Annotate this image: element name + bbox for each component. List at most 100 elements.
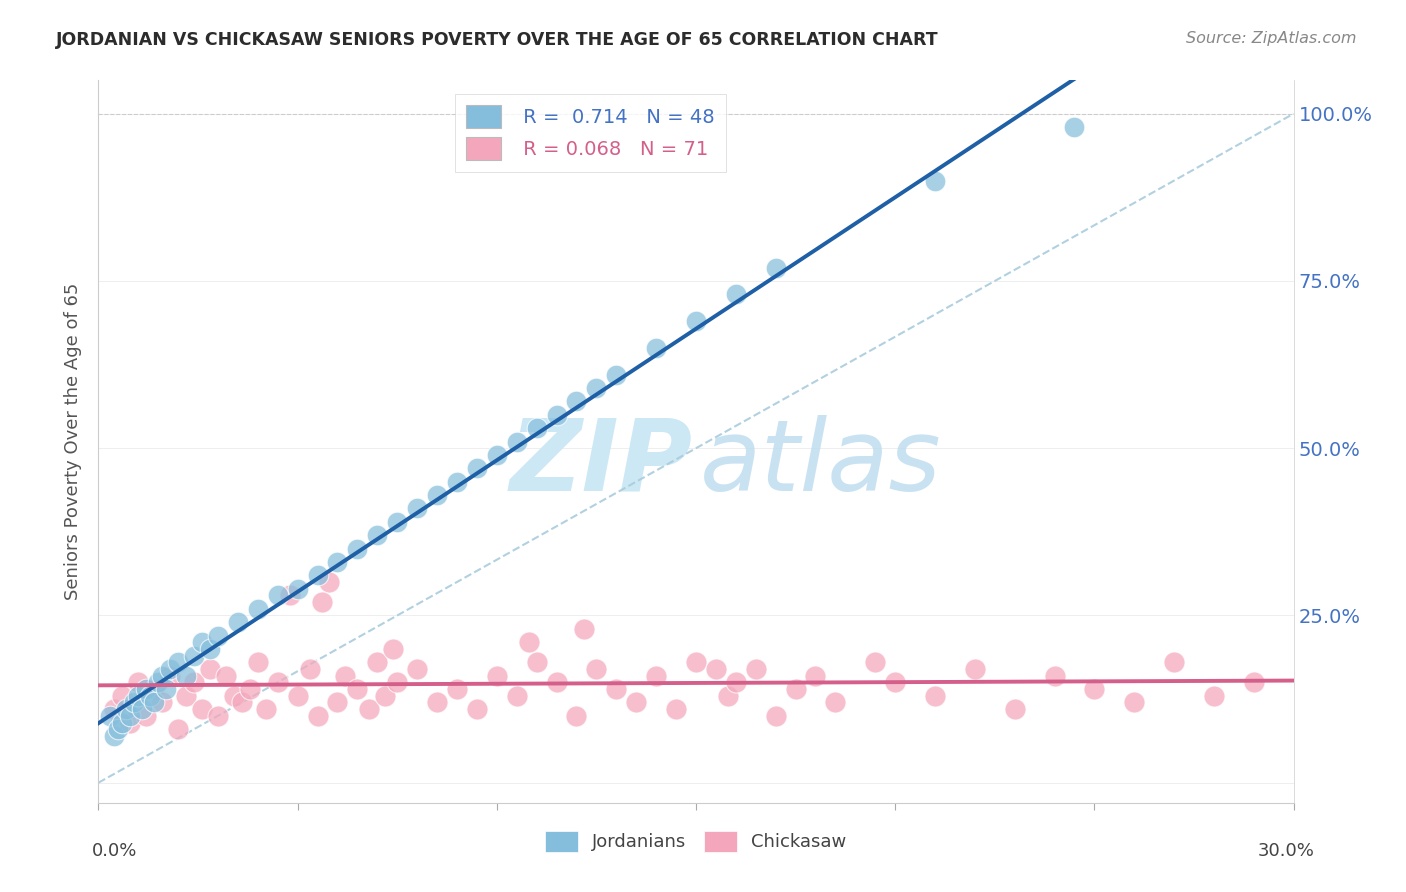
Point <box>724 287 747 301</box>
Point <box>111 715 134 730</box>
Point <box>1083 681 1105 696</box>
Point <box>406 662 429 676</box>
Point <box>626 696 648 710</box>
Point <box>159 669 181 683</box>
Point <box>103 729 125 743</box>
Point <box>645 341 668 355</box>
Point <box>385 515 409 529</box>
Point <box>120 708 142 723</box>
Point <box>446 475 468 489</box>
Point <box>1004 702 1026 716</box>
Point <box>724 675 747 690</box>
Point <box>107 723 129 737</box>
Text: JORDANIAN VS CHICKASAW SENIORS POVERTY OVER THE AGE OF 65 CORRELATION CHART: JORDANIAN VS CHICKASAW SENIORS POVERTY O… <box>56 31 939 49</box>
Point <box>385 675 409 690</box>
Point <box>311 595 333 609</box>
Point <box>287 689 309 703</box>
Point <box>506 434 529 449</box>
Point <box>565 708 588 723</box>
Point <box>191 702 214 716</box>
Point <box>148 675 170 690</box>
Point <box>485 669 508 683</box>
Point <box>406 501 429 516</box>
Point <box>374 689 396 703</box>
Point <box>884 675 907 690</box>
Point <box>704 662 727 676</box>
Point <box>127 675 149 690</box>
Point <box>359 702 381 716</box>
Point <box>685 655 707 669</box>
Point <box>1163 655 1185 669</box>
Point <box>135 708 157 723</box>
Point <box>318 574 340 589</box>
Point <box>215 669 238 683</box>
Point <box>1043 669 1066 683</box>
Point <box>191 635 214 649</box>
Point <box>183 648 205 663</box>
Point <box>278 589 301 603</box>
Point <box>517 635 540 649</box>
Point <box>131 702 153 716</box>
Point <box>1243 675 1265 690</box>
Point <box>465 702 488 716</box>
Point <box>765 260 787 275</box>
Point <box>307 568 329 582</box>
Point <box>1063 120 1085 135</box>
Point <box>307 708 329 723</box>
Point <box>231 696 253 710</box>
Point <box>446 681 468 696</box>
Point <box>645 669 668 683</box>
Text: ZIP: ZIP <box>509 415 692 512</box>
Point <box>239 681 262 696</box>
Point <box>526 421 548 435</box>
Point <box>167 723 190 737</box>
Point <box>143 681 166 696</box>
Point <box>111 689 134 703</box>
Point <box>366 528 388 542</box>
Legend: Jordanians, Chickasaw: Jordanians, Chickasaw <box>538 823 853 859</box>
Point <box>865 655 887 669</box>
Point <box>1202 689 1225 703</box>
Point <box>254 702 277 716</box>
Point <box>226 615 249 630</box>
Point <box>267 675 290 690</box>
Point <box>585 381 607 395</box>
Point <box>717 689 740 703</box>
Point <box>287 582 309 596</box>
Text: 0.0%: 0.0% <box>91 842 136 860</box>
Point <box>605 681 627 696</box>
Point <box>574 622 596 636</box>
Point <box>159 662 181 676</box>
Point <box>135 681 157 696</box>
Point <box>167 655 190 669</box>
Point <box>346 541 368 556</box>
Point <box>426 696 449 710</box>
Point <box>207 628 229 642</box>
Point <box>150 696 173 710</box>
Point <box>546 675 568 690</box>
Point <box>124 696 146 710</box>
Point <box>298 662 321 676</box>
Point <box>745 662 768 676</box>
Point <box>207 708 229 723</box>
Text: 30.0%: 30.0% <box>1258 842 1315 860</box>
Point <box>526 655 548 669</box>
Point <box>120 715 142 730</box>
Point <box>346 681 368 696</box>
Point <box>115 702 138 716</box>
Point <box>485 448 508 462</box>
Point <box>335 669 357 683</box>
Point <box>506 689 529 703</box>
Text: Source: ZipAtlas.com: Source: ZipAtlas.com <box>1187 31 1357 46</box>
Point <box>765 708 787 723</box>
Point <box>465 461 488 475</box>
Point <box>963 662 986 676</box>
Point <box>665 702 688 716</box>
Point <box>1123 696 1146 710</box>
Point <box>174 669 197 683</box>
Point <box>585 662 607 676</box>
Point <box>98 708 122 723</box>
Point <box>267 589 290 603</box>
Point <box>246 602 269 616</box>
Point <box>150 669 173 683</box>
